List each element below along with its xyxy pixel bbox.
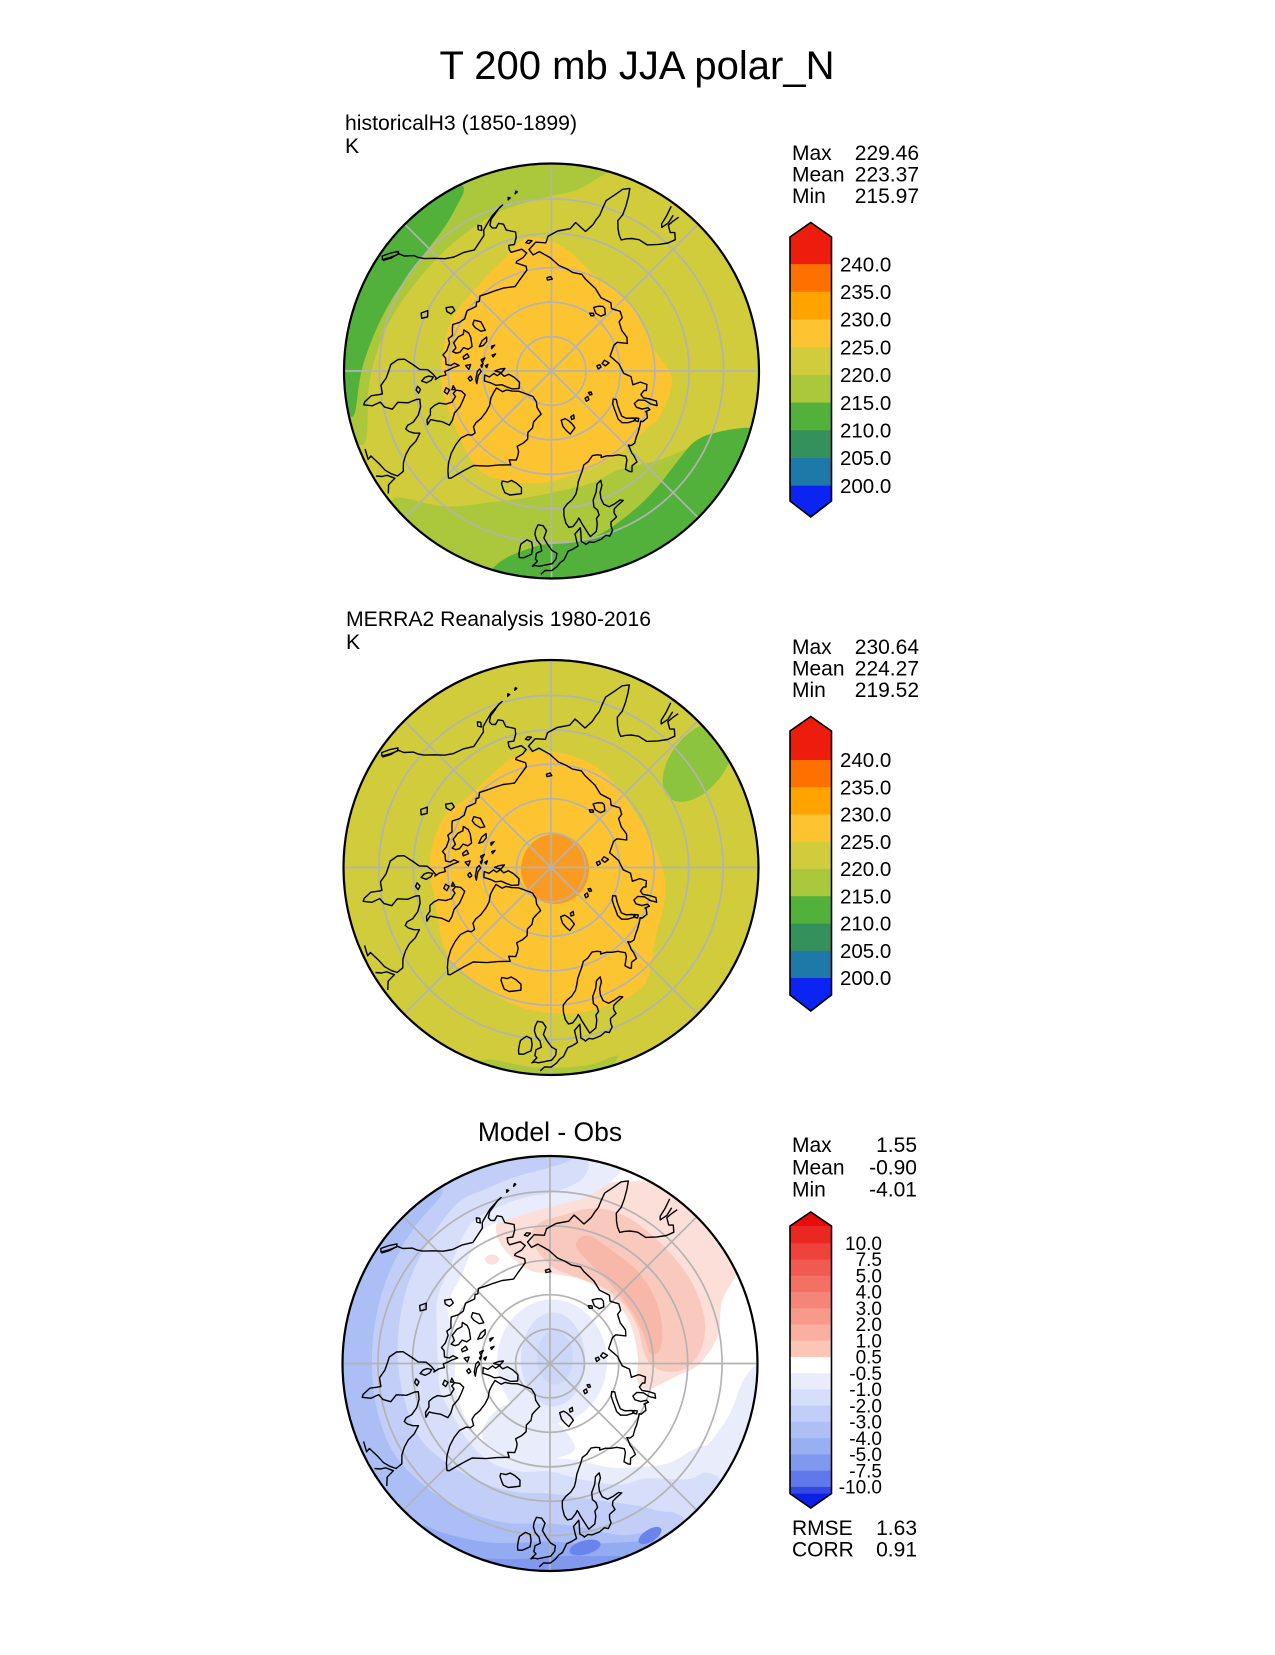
svg-text:T 200 mb JJA polar_N: T 200 mb JJA polar_N bbox=[439, 44, 834, 88]
svg-text:5.0: 5.0 bbox=[856, 1266, 882, 1287]
svg-text:Max: Max bbox=[792, 1134, 832, 1157]
svg-text:215.97: 215.97 bbox=[855, 185, 919, 208]
svg-text:-4.01: -4.01 bbox=[869, 1179, 917, 1202]
svg-text:205.0: 205.0 bbox=[840, 940, 891, 963]
svg-text:10.0: 10.0 bbox=[845, 1234, 882, 1255]
svg-text:Min: Min bbox=[792, 679, 826, 702]
svg-text:-2.0: -2.0 bbox=[849, 1396, 882, 1417]
svg-text:1.0: 1.0 bbox=[856, 1331, 882, 1352]
svg-text:-5.0: -5.0 bbox=[849, 1445, 882, 1466]
svg-text:-0.5: -0.5 bbox=[849, 1364, 882, 1385]
svg-text:223.37: 223.37 bbox=[855, 164, 919, 187]
svg-text:215.0: 215.0 bbox=[840, 392, 891, 415]
svg-text:225.0: 225.0 bbox=[840, 336, 891, 359]
svg-text:Model - Obs: Model - Obs bbox=[478, 1117, 622, 1147]
svg-text:K: K bbox=[346, 631, 360, 654]
svg-text:210.0: 210.0 bbox=[840, 913, 891, 936]
svg-text:220.0: 220.0 bbox=[840, 858, 891, 881]
svg-text:205.0: 205.0 bbox=[840, 447, 891, 470]
svg-text:Min: Min bbox=[792, 185, 826, 208]
svg-text:225.0: 225.0 bbox=[840, 831, 891, 854]
svg-text:240.0: 240.0 bbox=[840, 253, 891, 276]
svg-text:0.5: 0.5 bbox=[856, 1348, 882, 1369]
svg-text:200.0: 200.0 bbox=[840, 967, 891, 990]
svg-text:3.0: 3.0 bbox=[856, 1299, 882, 1320]
svg-text:7.5: 7.5 bbox=[856, 1250, 882, 1271]
svg-text:-3.0: -3.0 bbox=[849, 1413, 882, 1434]
svg-text:Max: Max bbox=[792, 636, 832, 659]
svg-text:Min: Min bbox=[792, 1179, 826, 1202]
svg-text:0.91: 0.91 bbox=[876, 1539, 917, 1562]
svg-text:235.0: 235.0 bbox=[840, 776, 891, 799]
svg-text:MERRA2 Reanalysis 1980-2016: MERRA2 Reanalysis 1980-2016 bbox=[346, 608, 651, 631]
svg-text:2.0: 2.0 bbox=[856, 1315, 882, 1336]
svg-text:Mean: Mean bbox=[792, 658, 845, 681]
svg-text:210.0: 210.0 bbox=[840, 420, 891, 443]
svg-text:1.55: 1.55 bbox=[876, 1134, 917, 1157]
svg-text:200.0: 200.0 bbox=[840, 475, 891, 498]
svg-text:-4.0: -4.0 bbox=[849, 1429, 882, 1450]
svg-text:1.63: 1.63 bbox=[876, 1517, 917, 1540]
svg-text:-10.0: -10.0 bbox=[839, 1478, 882, 1499]
svg-text:CORR: CORR bbox=[792, 1539, 854, 1562]
svg-text:235.0: 235.0 bbox=[840, 281, 891, 304]
svg-text:RMSE: RMSE bbox=[792, 1517, 853, 1540]
svg-text:Mean: Mean bbox=[792, 1156, 845, 1179]
svg-text:215.0: 215.0 bbox=[840, 885, 891, 908]
svg-text:224.27: 224.27 bbox=[855, 658, 919, 681]
svg-text:-7.5: -7.5 bbox=[849, 1461, 882, 1482]
svg-text:-0.90: -0.90 bbox=[869, 1156, 917, 1179]
svg-text:historicalH3 (1850-1899): historicalH3 (1850-1899) bbox=[345, 112, 577, 135]
svg-text:-1.0: -1.0 bbox=[849, 1380, 882, 1401]
svg-text:229.46: 229.46 bbox=[855, 142, 919, 165]
svg-text:219.52: 219.52 bbox=[855, 679, 919, 702]
svg-text:230.0: 230.0 bbox=[840, 309, 891, 332]
svg-text:4.0: 4.0 bbox=[856, 1283, 882, 1304]
svg-text:220.0: 220.0 bbox=[840, 364, 891, 387]
svg-text:230.64: 230.64 bbox=[855, 636, 920, 659]
svg-text:230.0: 230.0 bbox=[840, 804, 891, 827]
svg-text:Mean: Mean bbox=[792, 164, 845, 187]
svg-text:240.0: 240.0 bbox=[840, 749, 891, 772]
svg-text:Max: Max bbox=[792, 142, 832, 165]
svg-text:K: K bbox=[345, 135, 359, 158]
